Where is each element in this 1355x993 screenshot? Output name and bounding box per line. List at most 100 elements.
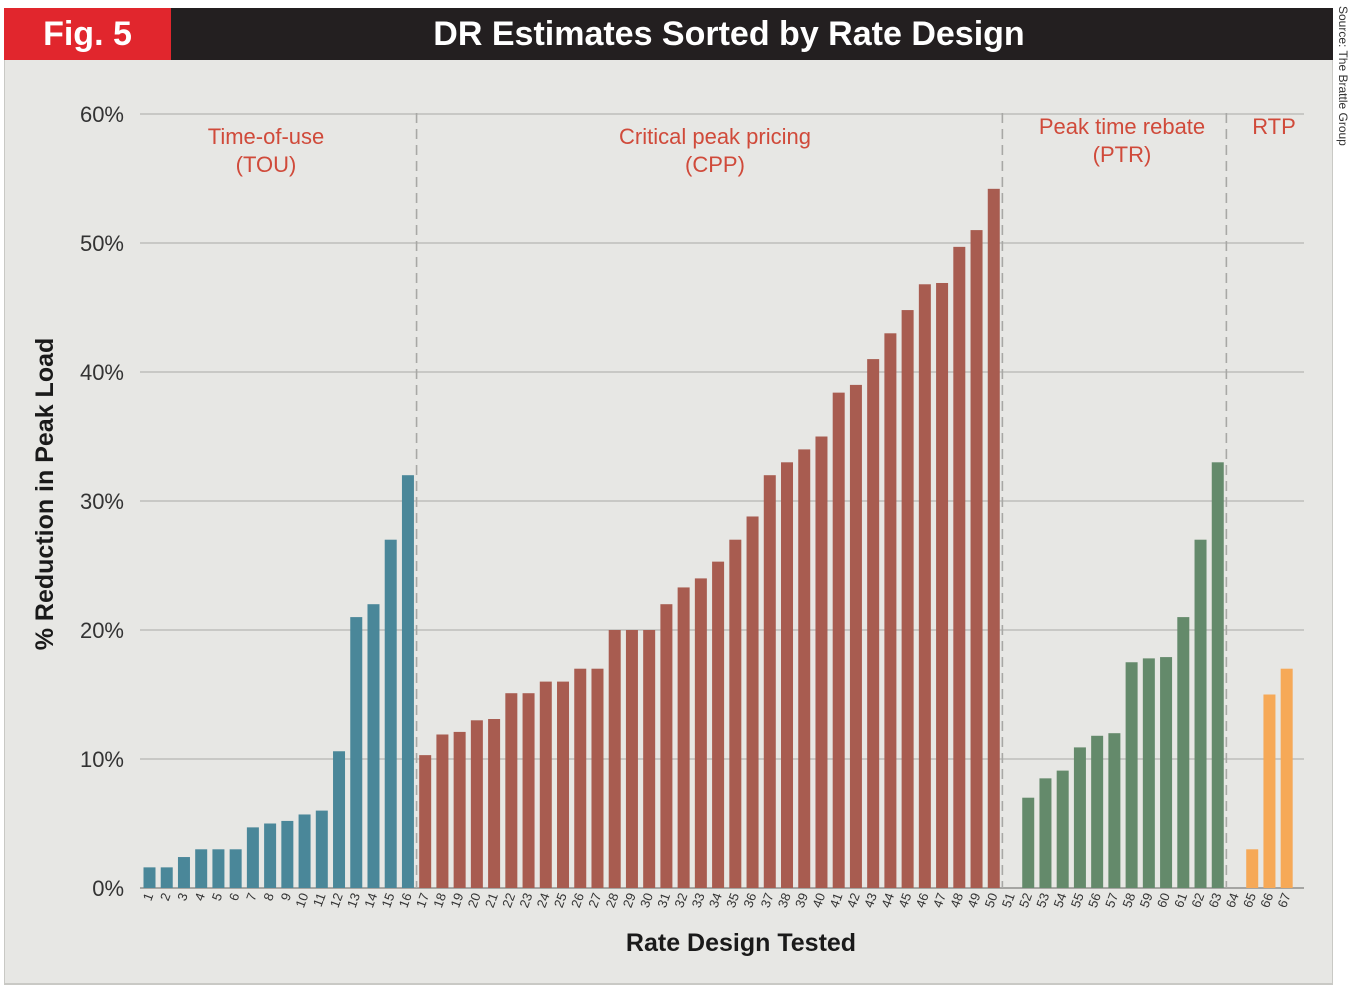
x-tick-label: 63 xyxy=(1206,891,1225,910)
x-tick-label: 54 xyxy=(1050,891,1069,910)
x-tick-label: 65 xyxy=(1240,891,1259,910)
x-tick-label: 32 xyxy=(671,891,690,910)
bar-57 xyxy=(1108,733,1121,888)
x-tick-label: 49 xyxy=(964,891,983,910)
x-tick-label: 35 xyxy=(723,891,742,910)
bar-4 xyxy=(195,849,208,888)
group-label-line1: Time-of-use xyxy=(208,124,325,149)
bar-21 xyxy=(488,719,501,888)
x-tick-label: 57 xyxy=(1102,891,1121,910)
bar-37 xyxy=(763,475,776,888)
bar-48 xyxy=(953,246,966,888)
x-tick-label: 14 xyxy=(361,891,380,910)
bar-38 xyxy=(781,462,794,888)
bar-17 xyxy=(419,755,432,888)
bar-50 xyxy=(987,188,1000,888)
x-tick-label: 46 xyxy=(913,891,932,910)
x-tick-label: 51 xyxy=(999,891,1018,910)
bar-41 xyxy=(832,392,845,888)
y-tick-label: 10% xyxy=(80,747,124,772)
bar-55 xyxy=(1073,747,1086,888)
x-tick-label: 43 xyxy=(861,891,880,910)
x-tick-label: 62 xyxy=(1188,891,1207,910)
x-tick-label: 11 xyxy=(310,891,329,909)
bar-47 xyxy=(936,282,949,888)
x-tick-label: 61 xyxy=(1171,891,1190,910)
group-dividers xyxy=(415,113,1228,888)
bar-10 xyxy=(298,814,311,888)
x-tick-label: 18 xyxy=(430,891,449,910)
x-tick-label: 19 xyxy=(447,891,466,910)
x-tick-label: 21 xyxy=(482,891,501,910)
bar-58 xyxy=(1125,662,1138,888)
bar-3 xyxy=(177,857,190,888)
bars xyxy=(143,188,1293,889)
bar-28 xyxy=(608,630,621,888)
bar-54 xyxy=(1056,770,1069,888)
bar-23 xyxy=(522,693,535,888)
bar-22 xyxy=(505,693,518,888)
bar-16 xyxy=(401,475,414,888)
x-tick-label: 34 xyxy=(706,891,725,910)
bar-1 xyxy=(143,867,156,888)
group-labels: Time-of-use (TOU) Critical peak pricing (CP… xyxy=(208,114,1296,177)
x-tick-label: 13 xyxy=(344,891,363,910)
x-tick-label: 39 xyxy=(792,891,811,910)
x-tick-label: 1 xyxy=(140,891,157,903)
bar-11 xyxy=(315,810,328,888)
bar-56 xyxy=(1091,735,1104,888)
bar-66 xyxy=(1263,694,1276,888)
bar-45 xyxy=(901,310,914,889)
bar-30 xyxy=(643,630,656,888)
x-tick-label: 40 xyxy=(809,891,828,910)
x-tick-label: 6 xyxy=(226,891,243,903)
bar-35 xyxy=(729,539,742,888)
bar-8 xyxy=(264,823,277,888)
group-label-line1: Peak time rebate xyxy=(1039,114,1205,139)
bar-5 xyxy=(212,849,225,888)
x-tick-label: 23 xyxy=(516,891,535,910)
bar-27 xyxy=(591,668,604,888)
bar-34 xyxy=(712,561,725,888)
bar-52 xyxy=(1022,797,1035,888)
bar-44 xyxy=(884,333,897,888)
figure-header xyxy=(4,8,1333,60)
y-tick-label: 20% xyxy=(80,618,124,643)
x-tick-label: 59 xyxy=(1137,891,1156,910)
x-tick-label: 50 xyxy=(982,891,1001,910)
x-axis-title: Rate Design Tested xyxy=(626,929,856,957)
y-axis-ticks: 0% 10% 20% 30% 40% 50% 60% xyxy=(80,102,124,901)
x-tick-label: 33 xyxy=(689,891,708,910)
x-tick-label: 41 xyxy=(826,891,845,910)
x-tick-label: 37 xyxy=(758,891,777,910)
bar-61 xyxy=(1177,617,1190,888)
bar-33 xyxy=(694,578,707,888)
y-tick-label: 40% xyxy=(80,360,124,385)
x-tick-label: 52 xyxy=(1016,891,1035,910)
x-tick-label: 24 xyxy=(534,891,553,910)
bar-15 xyxy=(384,539,397,888)
bar-40 xyxy=(815,436,828,888)
x-tick-label: 38 xyxy=(775,891,794,910)
bar-42 xyxy=(849,384,862,888)
x-tick-label: 12 xyxy=(327,891,346,910)
x-tick-label: 48 xyxy=(947,891,966,910)
group-label-line1: Critical peak pricing xyxy=(619,124,811,149)
x-tick-label: 67 xyxy=(1274,891,1293,910)
x-tick-label: 4 xyxy=(191,891,208,903)
group-label-line2: (TOU) xyxy=(236,152,297,177)
bar-32 xyxy=(677,587,690,888)
group-label-line2: (PTR) xyxy=(1093,142,1152,167)
x-tick-label: 3 xyxy=(174,891,191,903)
bar-19 xyxy=(453,731,466,888)
x-axis-ticks: 1 2 3 4 5 6 7 8 91011121314151617181920212223242… xyxy=(140,891,1294,910)
x-tick-label: 30 xyxy=(637,891,656,910)
bar-7 xyxy=(246,827,259,888)
bar-12 xyxy=(333,751,346,888)
x-tick-label: 55 xyxy=(1068,891,1087,910)
bar-13 xyxy=(350,617,363,888)
bar-20 xyxy=(470,720,483,888)
x-tick-label: 15 xyxy=(378,891,397,910)
x-tick-label: 7 xyxy=(243,891,260,903)
bar-25 xyxy=(557,681,570,888)
